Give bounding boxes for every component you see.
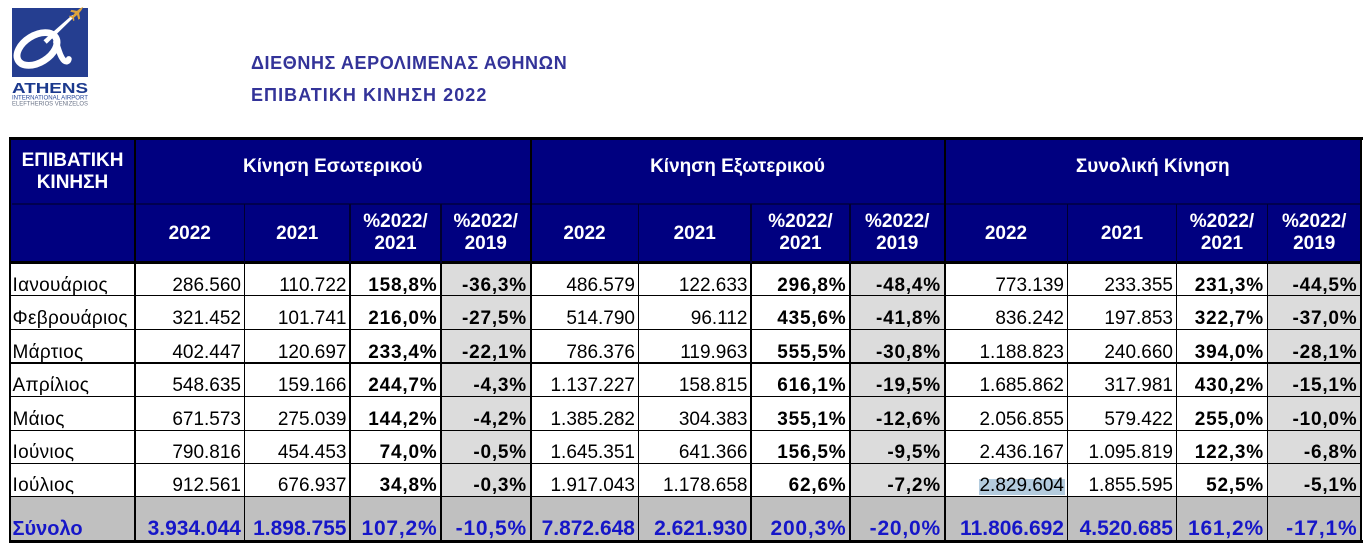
svg-text:ELEFTHERIOS VENIZELOS: ELEFTHERIOS VENIZELOS	[12, 101, 88, 108]
svg-text:ATHENS: ATHENS	[12, 80, 88, 97]
svg-text:INTERNATIONAL AIRPORT: INTERNATIONAL AIRPORT	[12, 95, 88, 102]
